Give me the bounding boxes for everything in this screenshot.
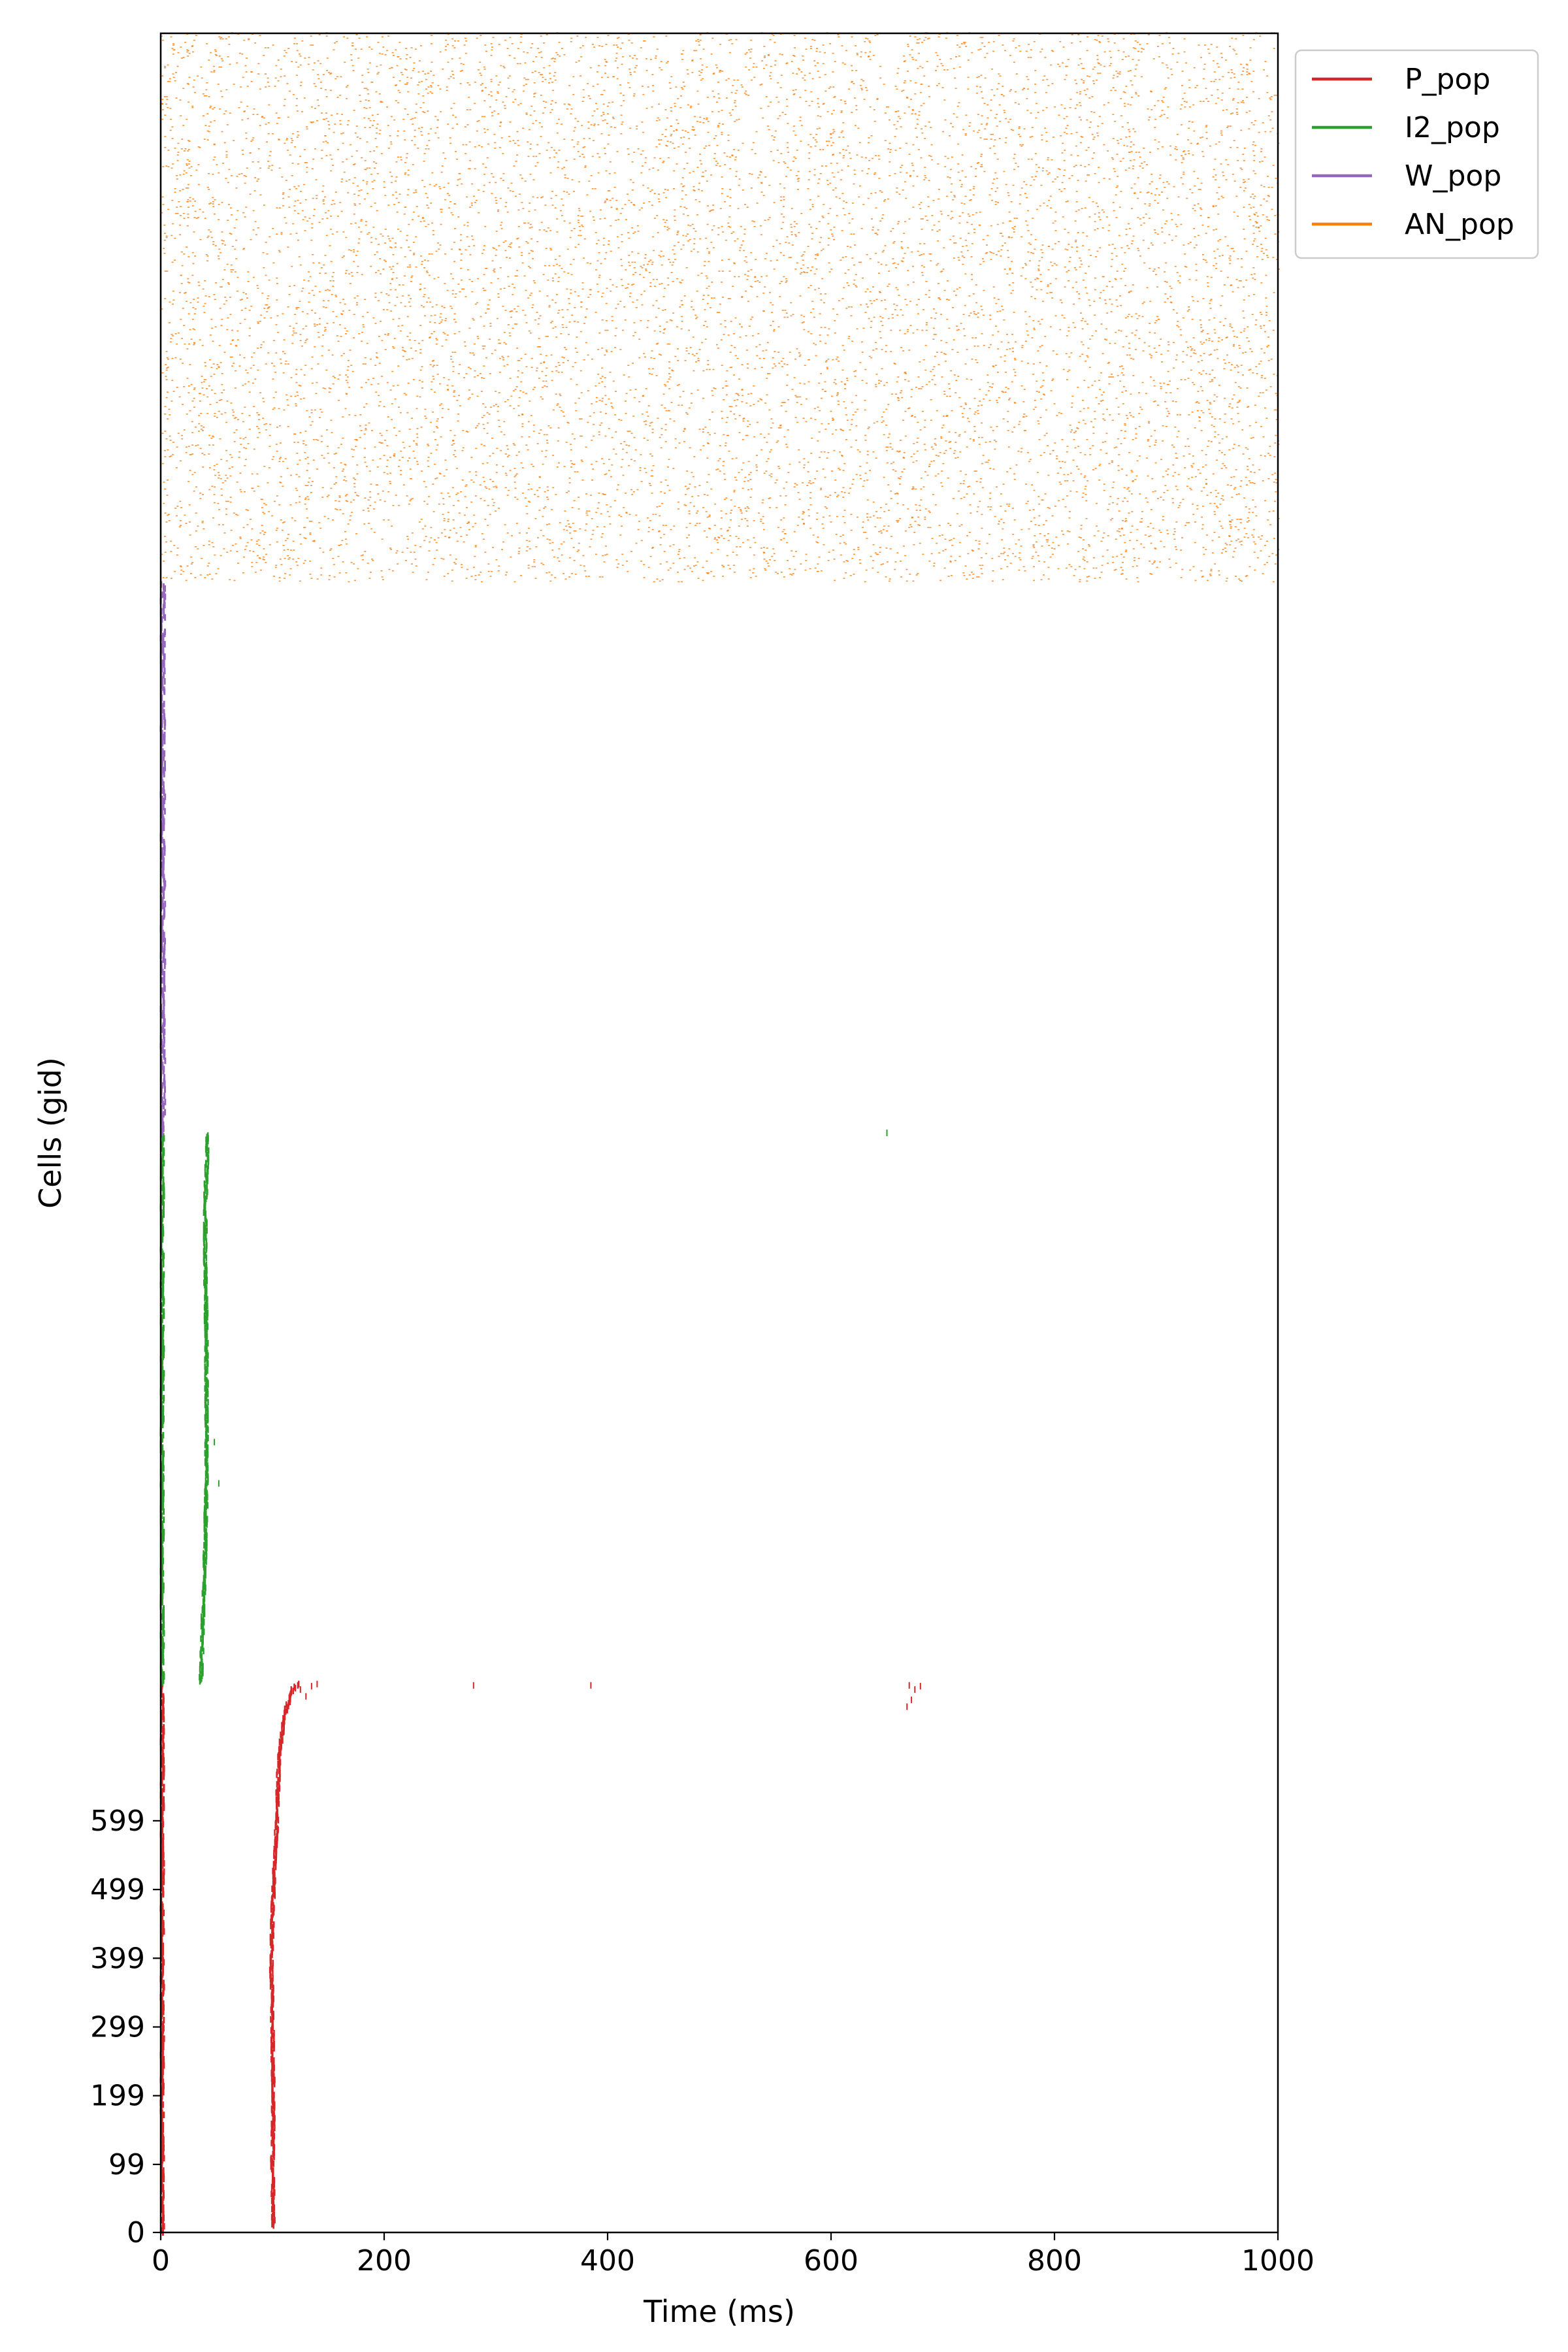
plot-area-background <box>161 33 1278 2232</box>
spike-marks <box>159 32 1280 2236</box>
